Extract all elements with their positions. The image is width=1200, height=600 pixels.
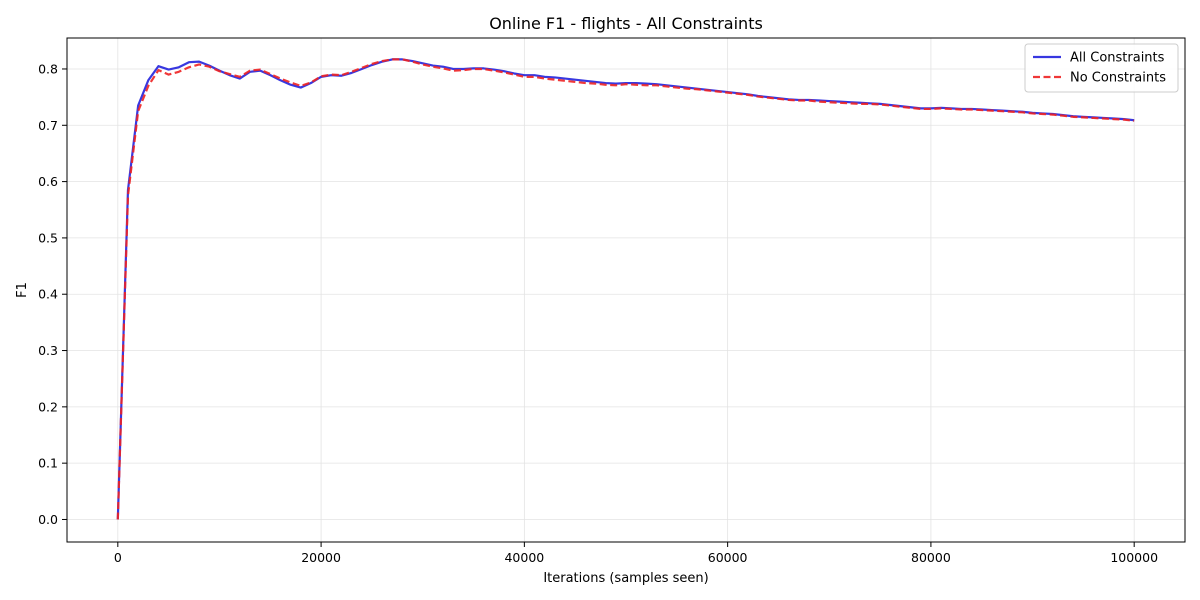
legend: All Constraints No Constraints	[1024, 43, 1179, 93]
y-tick-label: 0.8	[38, 61, 58, 76]
y-tick-label: 0.7	[38, 118, 58, 133]
x-tick-label: 60000	[708, 550, 748, 565]
x-tick-label: 80000	[911, 550, 951, 565]
chart-title: Online F1 - flights - All Constraints	[489, 14, 763, 33]
axes: 0 20000 40000 60000 80000 100000 0.0 0.1 0.2 0.3 0…	[38, 61, 1158, 565]
y-tick-label: 0.0	[38, 512, 58, 527]
x-tick-label: 40000	[504, 550, 544, 565]
legend-label: No Constraints	[1070, 71, 1166, 86]
x-axis-title: Iterations (samples seen)	[543, 571, 708, 586]
y-tick-label: 0.6	[38, 174, 58, 189]
legend-box	[1024, 43, 1179, 93]
y-tick-label: 0.1	[38, 456, 58, 471]
y-tick-label: 0.3	[38, 343, 58, 358]
y-axis-title: F1	[15, 282, 30, 298]
series-line-all-constraints	[116, 58, 1135, 520]
series-layer	[116, 58, 1135, 520]
plot-frame	[66, 37, 1186, 543]
legend-label: All Constraints	[1070, 51, 1165, 66]
series-line-no-constraints	[116, 58, 1135, 520]
grid	[67, 38, 1185, 542]
y-tick-label: 0.5	[38, 230, 58, 245]
y-tick-label: 0.4	[38, 287, 58, 302]
x-tick-label: 20000	[301, 550, 341, 565]
y-tick-label: 0.2	[38, 399, 58, 414]
x-tick-label: 100000	[1110, 550, 1158, 565]
x-tick-label: 0	[114, 550, 122, 565]
